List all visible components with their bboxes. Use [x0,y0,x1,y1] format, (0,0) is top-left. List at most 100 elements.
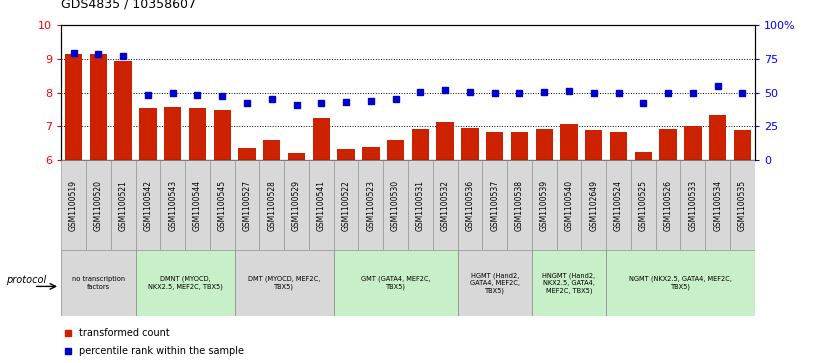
Text: GSM1100529: GSM1100529 [292,180,301,231]
Text: GSM1100519: GSM1100519 [69,180,78,231]
Bar [709,115,726,160]
Text: DMT (MYOCD, MEF2C,
TBX5): DMT (MYOCD, MEF2C, TBX5) [248,276,320,290]
Text: GSM1100525: GSM1100525 [639,180,648,231]
Bar [65,54,82,160]
Bar [511,132,528,160]
Text: GSM1100527: GSM1100527 [242,180,251,231]
Bar [606,160,631,250]
Bar [214,110,231,160]
Bar [606,250,755,316]
Bar [135,250,235,316]
Text: DMNT (MYOCD,
NKX2.5, MEF2C, TBX5): DMNT (MYOCD, NKX2.5, MEF2C, TBX5) [148,276,223,290]
Bar [284,160,309,250]
Text: NGMT (NKX2.5, GATA4, MEF2C,
TBX5): NGMT (NKX2.5, GATA4, MEF2C, TBX5) [629,276,732,290]
Bar [238,148,255,160]
Text: GSM1100526: GSM1100526 [663,180,672,231]
Bar [684,126,702,160]
Text: GSM1100541: GSM1100541 [317,180,326,231]
Bar [334,160,358,250]
Bar [235,250,334,316]
Bar [532,160,557,250]
Bar [334,250,458,316]
Text: GSM1100544: GSM1100544 [193,180,202,231]
Text: GSM1100540: GSM1100540 [565,180,574,231]
Text: HGMT (Hand2,
GATA4, MEF2C,
TBX5): HGMT (Hand2, GATA4, MEF2C, TBX5) [470,272,520,294]
Text: GSM1100533: GSM1100533 [689,180,698,231]
Bar [631,160,656,250]
Text: percentile rank within the sample: percentile rank within the sample [78,346,243,356]
Bar [561,125,578,160]
Bar [557,160,581,250]
Bar [263,140,281,160]
Bar [408,160,432,250]
Bar [160,160,185,250]
Text: GSM1100534: GSM1100534 [713,180,722,231]
Text: GSM1100545: GSM1100545 [218,180,227,231]
Bar [309,160,334,250]
Bar [111,160,135,250]
Bar [610,132,628,160]
Text: GSM1100528: GSM1100528 [268,180,277,231]
Bar [140,108,157,160]
Bar [458,250,532,316]
Bar [86,160,111,250]
Text: GSM1100520: GSM1100520 [94,180,103,231]
Bar [210,160,235,250]
Text: no transcription
factors: no transcription factors [72,276,125,290]
Bar [412,129,429,160]
Text: GSM1100523: GSM1100523 [366,180,375,231]
Bar [384,160,408,250]
Text: GDS4835 / 10358607: GDS4835 / 10358607 [61,0,196,11]
Bar [313,118,330,160]
Bar [358,160,384,250]
Bar [659,129,676,160]
Bar [185,160,210,250]
Bar [734,130,751,160]
Bar [61,160,86,250]
Bar [164,107,181,160]
Bar [482,160,507,250]
Bar [461,128,479,160]
Text: GSM1100522: GSM1100522 [342,180,351,231]
Text: GSM1100532: GSM1100532 [441,180,450,231]
Text: GSM1100521: GSM1100521 [118,180,127,231]
Text: GSM1100524: GSM1100524 [614,180,623,231]
Bar [486,132,503,160]
Text: GSM1100538: GSM1100538 [515,180,524,231]
Bar [114,61,132,160]
Bar [337,149,355,160]
Bar [535,129,553,160]
Bar [705,160,730,250]
Bar [387,140,404,160]
Text: GSM1100543: GSM1100543 [168,180,177,231]
Text: GSM1102649: GSM1102649 [589,180,598,231]
Text: GMT (GATA4, MEF2C,
TBX5): GMT (GATA4, MEF2C, TBX5) [361,276,430,290]
Bar [507,160,532,250]
Text: GSM1100536: GSM1100536 [465,180,474,231]
Bar [362,147,379,160]
Bar [235,160,259,250]
Text: GSM1100530: GSM1100530 [391,180,400,231]
Text: transformed count: transformed count [78,328,169,338]
Bar [532,250,606,316]
Text: HNGMT (Hand2,
NKX2.5, GATA4,
MEF2C, TBX5): HNGMT (Hand2, NKX2.5, GATA4, MEF2C, TBX5… [543,272,596,294]
Text: GSM1100531: GSM1100531 [416,180,425,231]
Bar [681,160,705,250]
Bar [135,160,160,250]
Bar [61,250,135,316]
Bar [259,160,284,250]
Bar [432,160,458,250]
Text: GSM1100539: GSM1100539 [539,180,548,231]
Bar [458,160,482,250]
Text: GSM1100535: GSM1100535 [738,180,747,231]
Text: GSM1100537: GSM1100537 [490,180,499,231]
Bar [188,108,206,160]
Text: GSM1100542: GSM1100542 [144,180,153,231]
Bar [288,153,305,160]
Text: protocol: protocol [7,275,47,285]
Bar [582,160,606,250]
Bar [437,122,454,160]
Bar [585,130,602,160]
Bar [635,152,652,160]
Bar [730,160,755,250]
